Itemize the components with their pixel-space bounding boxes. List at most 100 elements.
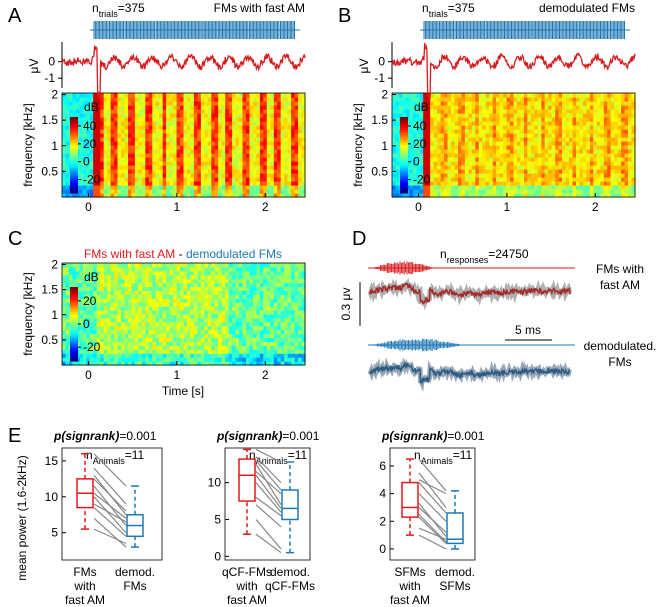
spectrogram-cell (503, 177, 507, 182)
spectrogram-cell (156, 349, 160, 354)
spectrogram-cell (503, 185, 507, 190)
spectrogram-cell (263, 141, 267, 146)
spectrogram-cell (62, 357, 66, 362)
spectrogram-cell (406, 113, 410, 118)
spectrogram-cell (465, 145, 469, 150)
spectrogram-cell (142, 349, 146, 354)
spectrogram-cell (107, 141, 111, 146)
spectrogram-cell (448, 125, 452, 130)
spectrogram-cell (135, 133, 139, 138)
spectrogram-cell (569, 165, 573, 170)
spectrogram-cell (72, 105, 76, 110)
spectrogram-cell (131, 342, 135, 347)
spectrogram-cell (180, 133, 184, 138)
spectrogram-cell (204, 271, 208, 276)
spectrogram-cell (472, 137, 476, 142)
spectrogram-cell (100, 345, 104, 350)
spectrogram-cell (448, 109, 452, 114)
spectrogram-cell (135, 294, 139, 299)
spectrogram-cell (455, 121, 459, 126)
spectrogram-cell (204, 125, 208, 130)
title-part: - (175, 247, 186, 261)
spectrogram-cell (131, 113, 135, 118)
spectrogram-cell (208, 133, 212, 138)
spectrogram-cell (576, 161, 580, 166)
spectrogram-cell (100, 93, 104, 98)
spectrogram-cell (472, 169, 476, 174)
spectrogram-cell (489, 113, 493, 118)
spectrogram-cell (500, 169, 504, 174)
spectrogram-cell (288, 145, 292, 150)
spectrogram-cell (72, 97, 76, 102)
spectrogram-cell (118, 105, 122, 110)
spectrogram-cell (218, 314, 222, 319)
spectrogram-cell (569, 137, 573, 142)
colorbar-tick-label: 0 (83, 155, 90, 169)
spectrogram-cell (263, 165, 267, 170)
spectrogram-cell (548, 141, 552, 146)
spectrogram-cell (173, 334, 177, 339)
spectrogram-cell (142, 271, 146, 276)
spectrogram-cell (170, 314, 174, 319)
spectrogram-cell (573, 181, 577, 186)
spectrogram-cell (145, 283, 149, 288)
y-axis-label: frequency [kHz] (21, 103, 35, 186)
spectrogram-cell (229, 101, 233, 106)
spectrogram-cell (524, 105, 528, 110)
spectrogram-cell (569, 125, 573, 130)
spectrogram-cell (267, 145, 271, 150)
spectrogram-cell (62, 330, 66, 335)
n-trials: ntrials=375 (422, 1, 475, 19)
spectrogram-cell (121, 279, 125, 284)
spectrogram-cell (239, 93, 243, 98)
spectrogram-cell (514, 181, 518, 186)
spectrogram-cell (159, 125, 163, 130)
spectrogram-cell (145, 177, 149, 182)
spectrogram-cell (295, 113, 299, 118)
spectrogram-cell (145, 302, 149, 307)
spectrogram-cell (621, 129, 625, 134)
spectrogram-cell (288, 121, 292, 126)
spectrogram-cell (569, 161, 573, 166)
spectrogram-cell (514, 129, 518, 134)
spectrogram-cell (125, 109, 129, 114)
spectrogram-cell (548, 105, 552, 110)
spectrogram-cell (170, 322, 174, 327)
spectrogram-cell (107, 330, 111, 335)
spectrogram-cell (215, 306, 219, 311)
spectrogram-cell (520, 97, 524, 102)
spectrogram-cell (156, 342, 160, 347)
spectrogram-cell (69, 279, 73, 284)
spectrogram-cell (184, 93, 188, 98)
spectrogram-cell (486, 157, 490, 162)
spectrogram-cell (270, 117, 274, 122)
spectrogram-cell (562, 181, 566, 186)
spectrogram-cell (489, 145, 493, 150)
spectrogram-cell (486, 153, 490, 158)
spectrogram-cell (159, 267, 163, 272)
spectrogram-cell (149, 306, 153, 311)
spectrogram-cell (218, 113, 222, 118)
spectrogram-cell (441, 109, 445, 114)
spectrogram-cell (597, 157, 601, 162)
spectrogram-cell (545, 105, 549, 110)
spectrogram-cell (281, 113, 285, 118)
spectrogram-cell (486, 185, 490, 190)
spectrogram-cell (111, 306, 115, 311)
y-axis-label: μV (357, 59, 371, 74)
spectrogram-cell (97, 306, 101, 311)
spectrogram-cell (121, 141, 125, 146)
spectrogram-cell (496, 141, 500, 146)
spectrogram-cell (600, 97, 604, 102)
spectrogram-cell (197, 173, 201, 178)
spectrogram-cell (218, 177, 222, 182)
spectrogram-cell (520, 129, 524, 134)
spectrogram-cell (156, 177, 160, 182)
spectrogram-cell (197, 165, 201, 170)
spectrogram-cell (142, 345, 146, 350)
spectrogram-cell (156, 306, 160, 311)
spectrogram-cell (277, 109, 281, 114)
spectrogram-cell (118, 271, 122, 276)
spectrogram-cell (118, 165, 122, 170)
spectrogram-cell (215, 330, 219, 335)
